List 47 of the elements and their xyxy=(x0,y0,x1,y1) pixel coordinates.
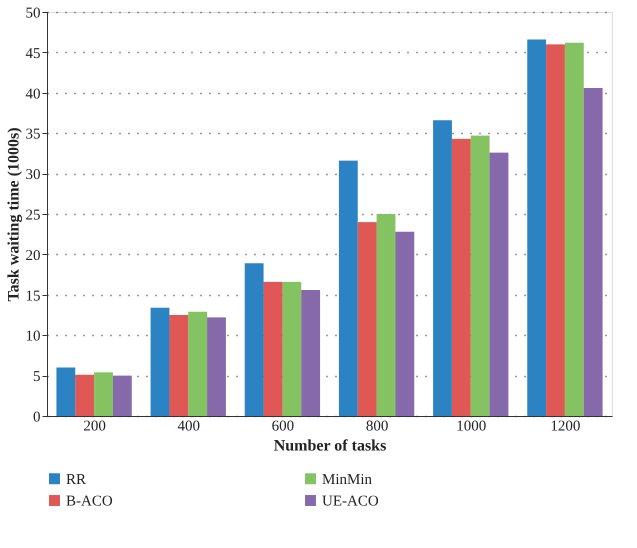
bar xyxy=(301,290,320,416)
bar xyxy=(244,263,264,416)
bar xyxy=(282,282,302,416)
bar xyxy=(527,39,546,416)
legend-label: UE-ACO xyxy=(322,494,379,510)
y-tick-label: 5 xyxy=(33,369,40,386)
y-tick-label: 20 xyxy=(26,248,40,264)
bar xyxy=(207,317,226,416)
bar xyxy=(338,160,358,416)
bar xyxy=(584,88,603,416)
y-tick-label: 40 xyxy=(26,86,40,102)
y-tick-label: 0 xyxy=(33,410,40,426)
bar xyxy=(112,376,132,416)
bar xyxy=(395,232,414,416)
bar xyxy=(188,312,208,416)
legend-label: RR xyxy=(66,472,86,488)
y-tick-label: 50 xyxy=(26,6,40,22)
y-tick-label: 35 xyxy=(26,126,40,143)
x-tick-label: 600 xyxy=(272,418,294,434)
bar xyxy=(564,42,584,416)
bar xyxy=(376,214,396,416)
bar xyxy=(150,308,170,416)
bar xyxy=(75,374,94,416)
x-tick-label: 200 xyxy=(83,418,106,434)
bar xyxy=(264,282,282,416)
y-tick-label: 10 xyxy=(26,328,40,345)
y-tick-label: 25 xyxy=(26,208,40,224)
bar xyxy=(358,222,377,416)
legend-label: B-ACO xyxy=(66,494,113,510)
x-tick-label: 1200 xyxy=(550,418,580,434)
x-tick-label: 400 xyxy=(178,418,200,434)
bar xyxy=(433,120,452,416)
x-tick-label: 800 xyxy=(366,418,388,434)
bar xyxy=(94,372,113,416)
legend-label: MinMin xyxy=(322,472,373,488)
bar xyxy=(546,44,565,416)
bar xyxy=(470,136,490,416)
bar xyxy=(452,138,471,416)
bar xyxy=(169,315,188,416)
y-tick-label: 15 xyxy=(26,288,40,304)
x-tick-label: 1000 xyxy=(456,418,486,434)
y-tick-label: 45 xyxy=(26,46,40,62)
x-axis-title: Number of tasks xyxy=(274,438,386,454)
y-axis-title: Task waiting time (1000s) xyxy=(6,127,22,302)
y-tick-label: 30 xyxy=(26,167,40,184)
bar xyxy=(490,152,508,416)
bar xyxy=(56,368,76,416)
